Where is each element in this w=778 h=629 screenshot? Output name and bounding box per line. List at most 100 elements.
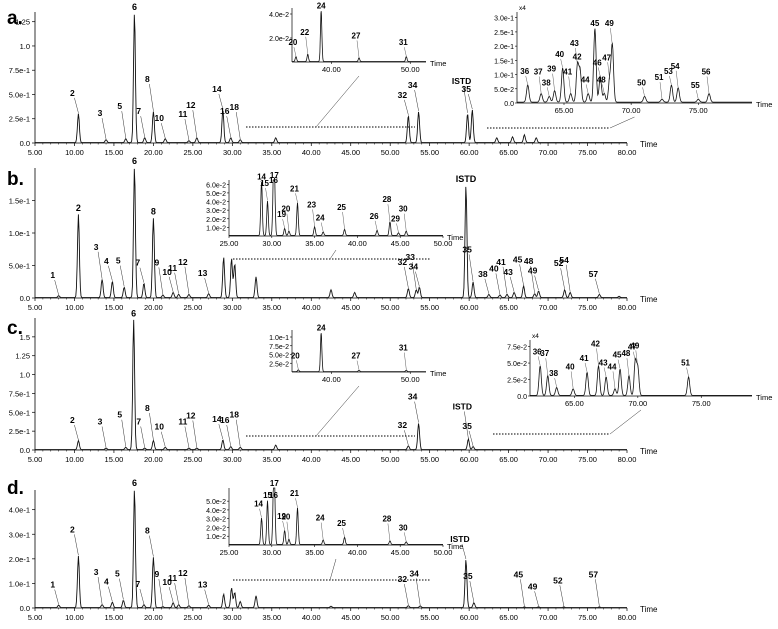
x-tick-label: 20.00 [144, 613, 163, 622]
inset-peak-label: 47 [602, 53, 611, 62]
inset-peak-label: 49 [605, 19, 614, 28]
chromatogram-trace [35, 168, 627, 299]
peak-leader [149, 412, 154, 440]
inset-peak-leader [602, 84, 605, 94]
x-tick-label: 30.00 [223, 303, 242, 312]
y-tick-label: 1.25 [15, 18, 30, 27]
inset-peak-leader [626, 358, 630, 376]
inset-peak-leader [387, 523, 391, 541]
x-tick-label: 60.00 [460, 455, 479, 464]
x-tick-label: 80.00 [618, 148, 637, 157]
peak-label: 9 [155, 257, 160, 267]
inset-y-tick-label: 2.5e-2 [269, 361, 289, 368]
inset-chart: 40.00 50.00 Time 2.5e-25.0e-2 7.5e-2 1.0e-1 20… [246, 324, 446, 437]
x-tick-label: 40.00 [302, 613, 321, 622]
peak-label: 14 [212, 414, 222, 424]
x-axis-title: Time [640, 140, 658, 149]
peak-leader [158, 578, 164, 607]
inset-y-tick-label: 5.0e-2 [269, 353, 289, 360]
inset-y-tick-label: 1.0e-1 [494, 73, 514, 80]
peak-leader [184, 426, 190, 448]
peak-label: 9 [155, 569, 160, 579]
peak-label: 6 [132, 478, 137, 488]
inset-y-tick-label: 3.0e-2 [206, 208, 226, 215]
inset-y-tick-label: 2.0e-2 [269, 36, 289, 43]
y-tick-label: 7.5e-1 [9, 66, 30, 75]
inset-y-tick-label: 3.0e-1 [494, 16, 514, 23]
peak-leader [158, 267, 164, 295]
peak-leader [119, 578, 124, 600]
inset-x-tick-label: 40.00 [322, 375, 341, 384]
peak-leader [74, 97, 79, 113]
x-tick-label: 25.00 [183, 303, 202, 312]
inset-peak-leader [584, 362, 588, 372]
inset-peak-label: 19 [277, 512, 286, 521]
peak-label: 8 [145, 74, 150, 84]
x-tick-label: 15.00 [105, 613, 124, 622]
inset-peak-leader [293, 47, 297, 57]
inset-peak-leader [603, 367, 607, 377]
inset-y-tick-label: 2.5e-1 [494, 30, 514, 37]
inset-peak-label: 21 [290, 489, 299, 498]
inset-peak-leader [617, 359, 621, 369]
peak-label: 2 [70, 524, 75, 534]
peak-label: 11 [168, 573, 177, 583]
inset-peak-leader [286, 213, 290, 231]
peak-leader [226, 424, 232, 447]
inset-x-tick-label: 50.00 [401, 65, 420, 74]
peak-label: 13 [198, 580, 208, 590]
peak-label: 5 [117, 410, 122, 420]
y-tick-label: 5.0e-1 [9, 90, 30, 99]
inset-trace [517, 28, 752, 103]
inset-peak-label: 15 [263, 491, 272, 500]
peak-leader [108, 265, 113, 281]
inset-peak-leader [598, 67, 601, 77]
peak-leader [560, 268, 565, 290]
peak-leader [412, 262, 417, 290]
inset-x-axis-title: Time [756, 100, 772, 109]
peak-leader [484, 278, 490, 294]
peak-leader [160, 123, 166, 139]
inset-peak-label: 43 [570, 39, 579, 48]
inset-peak-leader [396, 223, 399, 233]
inset-trace [292, 333, 426, 372]
peak-label: 2 [70, 415, 75, 425]
peak-leader [74, 424, 79, 441]
y-tick-label: 5.0e-1 [9, 262, 30, 271]
y-tick-label: 1.0 [20, 371, 30, 380]
inset-trace [229, 179, 443, 236]
x-tick-label: 60.00 [460, 148, 479, 157]
x-tick-label: 25.00 [183, 148, 202, 157]
peak-leader [139, 588, 145, 605]
inset-peak-leader [282, 520, 285, 531]
inset-x-axis-title: Time [430, 369, 446, 378]
inset-chart: 65.00 70.00 75.00 Time 0.0 5.0e-2 1.0e-1 1.5e-1… [487, 5, 772, 129]
inset-peak-label: 24 [317, 2, 326, 11]
x-tick-label: 75.00 [578, 613, 597, 622]
inset-peak-label: 38 [549, 369, 558, 378]
peak-label: 1 [50, 270, 55, 280]
peak-label: 10 [155, 422, 165, 432]
peak-leader [519, 264, 524, 286]
peak-label: ISTD [450, 534, 469, 544]
inset-peak-label: 51 [655, 73, 664, 82]
inset-peak-label: 39 [547, 65, 556, 74]
peak-label: ISTD [453, 401, 472, 411]
inset-peak-label: 14 [254, 500, 263, 509]
peak-label: 7 [136, 416, 141, 426]
inset-y-tick-label: 5.0e-2 [507, 361, 527, 368]
inset-peak-label: 31 [399, 38, 408, 47]
panel-1: a. 5.00 10.00 15.00 20.00 25.00 30.00 35.00 40.0… [7, 2, 772, 157]
x-tick-label: 25.00 [183, 613, 202, 622]
x-tick-label: 40.00 [302, 455, 321, 464]
peak-leader [595, 278, 600, 294]
inset-peak-label: 25 [337, 203, 346, 212]
inset-peak-leader [642, 87, 645, 97]
inset-peak-leader [610, 28, 613, 46]
inset-peak-leader [552, 73, 555, 91]
peak-label: 52 [554, 258, 564, 268]
inset-x-tick-label: 45.00 [391, 548, 410, 557]
peak-label: 34 [408, 392, 418, 402]
